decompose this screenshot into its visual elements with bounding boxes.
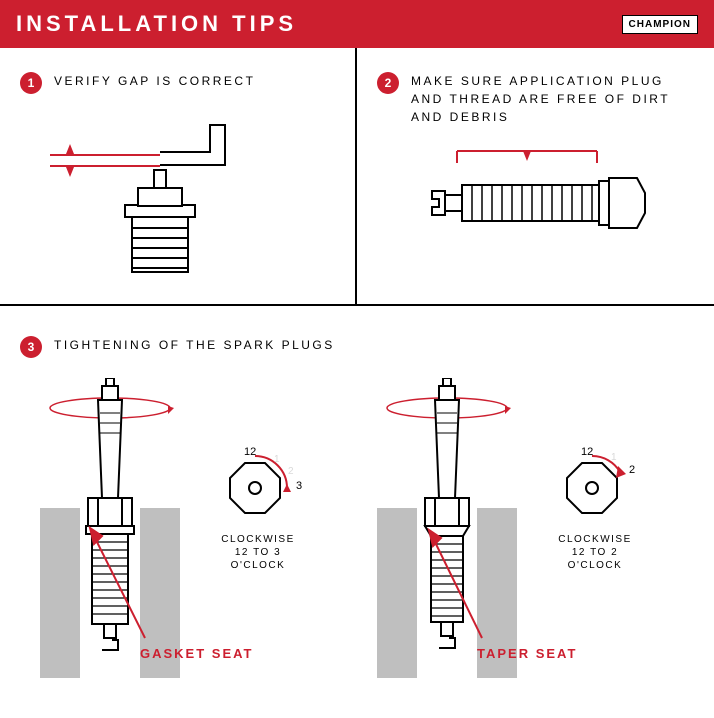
gasket-faded-1: 1 [274, 454, 280, 465]
taper-clock-1: CLOCKWISE [558, 534, 632, 545]
step2-text: MAKE SURE APPLICATION PLUG AND THREAD AR… [411, 72, 694, 126]
header-bar: INSTALLATION TIPS CHAMPION [0, 0, 714, 48]
taper-tick-12: 12 [581, 446, 593, 458]
gasket-tick-12: 12 [244, 446, 256, 458]
taper-clock-label: CLOCKWISE 12 TO 2 O'CLOCK [555, 533, 635, 572]
step3-badge: 3 [20, 336, 42, 358]
gasket-clock-label: CLOCKWISE 12 TO 3 O'CLOCK [218, 533, 298, 572]
gasket-seat-label: GASKET SEAT [140, 646, 254, 661]
gasket-faded-2: 2 [288, 466, 294, 477]
taper-clock-2: 12 TO 2 O'CLOCK [568, 547, 623, 571]
gasket-svg [20, 378, 360, 678]
gasket-tick-3: 3 [296, 480, 302, 492]
step1-head: 1 VERIFY GAP IS CORRECT [20, 72, 335, 94]
gap-diagram [20, 110, 320, 280]
panel-step-1: 1 VERIFY GAP IS CORRECT [0, 48, 357, 304]
step2-head: 2 MAKE SURE APPLICATION PLUG AND THREAD … [377, 72, 694, 126]
step2-badge: 2 [377, 72, 399, 94]
gasket-diagram: 12 3 1 2 CLOCKWISE 12 TO 3 O'CLOCK GASKE… [20, 378, 357, 708]
step3-head: 3 TIGHTENING OF THE SPARK PLUGS [20, 336, 694, 358]
step1-badge: 1 [20, 72, 42, 94]
thread-diagram [377, 133, 677, 283]
taper-seat-label: TAPER SEAT [477, 646, 577, 661]
taper-diagram: 12 2 1 CLOCKWISE 12 TO 2 O'CLOCK TAPER S… [357, 378, 694, 708]
gasket-clock-1: CLOCKWISE [221, 534, 295, 545]
tightening-diagrams: 12 3 1 2 CLOCKWISE 12 TO 3 O'CLOCK GASKE… [20, 378, 694, 708]
panel-step-2: 2 MAKE SURE APPLICATION PLUG AND THREAD … [357, 48, 714, 304]
taper-svg [357, 378, 697, 678]
top-panels: 1 VERIFY GAP IS CORRECT [0, 48, 714, 306]
step3-text: TIGHTENING OF THE SPARK PLUGS [54, 336, 335, 354]
header-title: INSTALLATION TIPS [16, 11, 297, 37]
gasket-clock-2: 12 TO 3 O'CLOCK [231, 547, 286, 571]
brand-badge: CHAMPION [622, 15, 698, 34]
taper-faded-1: 1 [611, 452, 617, 463]
panel-step-3: 3 TIGHTENING OF THE SPARK PLUGS [0, 306, 714, 718]
taper-tick-2: 2 [629, 464, 635, 476]
step1-text: VERIFY GAP IS CORRECT [54, 72, 255, 90]
